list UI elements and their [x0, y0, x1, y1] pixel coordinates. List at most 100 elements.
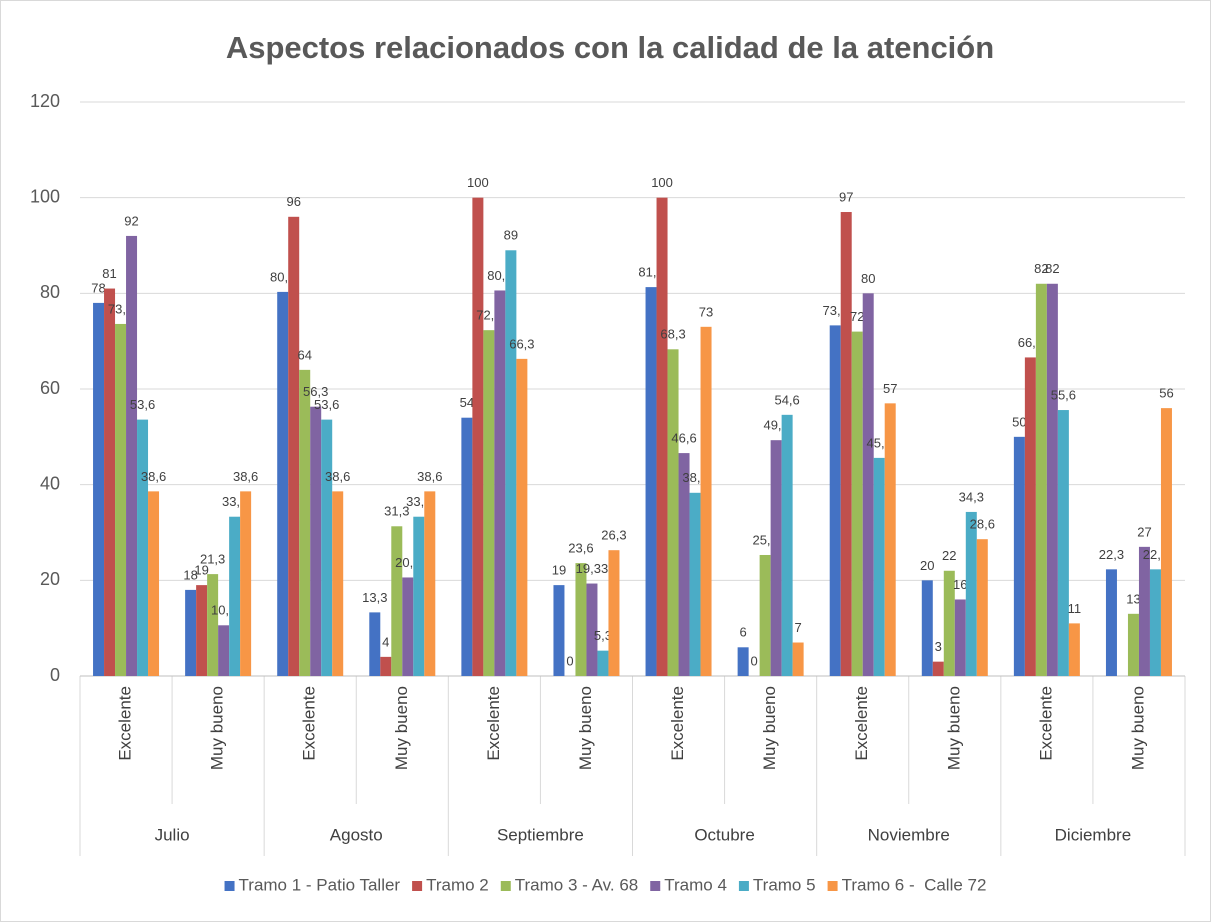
bar: [369, 612, 381, 676]
bar: [851, 331, 863, 676]
bar: [770, 440, 782, 676]
bar: [126, 235, 138, 676]
bar: [954, 599, 966, 676]
bar: [229, 516, 241, 676]
value-label: 34,3: [959, 489, 984, 504]
value-label: 23,6: [568, 541, 593, 556]
x-tick-label: Muy bueno: [944, 686, 963, 770]
bar: [185, 589, 197, 676]
legend-label: Tramo 2: [426, 875, 489, 894]
y-tick-label: 120: [30, 91, 60, 111]
value-label: 38,6: [417, 469, 442, 484]
value-label: 54,6: [774, 392, 799, 407]
group-label: Octubre: [694, 825, 754, 844]
bar: [1013, 436, 1025, 676]
bar: [461, 417, 473, 676]
bar: [965, 511, 977, 676]
bar: [656, 197, 668, 676]
value-label: 31,3: [384, 504, 409, 519]
legend-swatch: [412, 881, 423, 891]
group-label: Noviembre: [868, 825, 950, 844]
bar: [516, 358, 528, 676]
value-label: 5,3: [594, 628, 612, 643]
bar: [575, 563, 587, 676]
value-label: 6: [740, 625, 747, 640]
value-label: 16: [953, 577, 967, 592]
value-label: 81: [102, 266, 116, 281]
legend-swatch: [224, 881, 235, 891]
y-tick-label: 20: [40, 569, 60, 589]
bar: [586, 583, 598, 676]
bar: [1127, 613, 1139, 676]
value-label: 72: [850, 309, 864, 324]
value-label: 97: [839, 189, 853, 204]
value-label: 26,3: [601, 528, 626, 543]
bar: [840, 212, 852, 676]
value-label: 21,3: [200, 552, 225, 567]
bar: [829, 325, 841, 676]
legend-label: Tramo 1 - Patio Taller: [239, 875, 401, 894]
bar: [310, 406, 322, 676]
legend-label: Tramo 3 - Av. 68: [515, 875, 638, 894]
value-label: 68,3: [660, 327, 685, 342]
bar: [218, 625, 230, 676]
value-label: 19: [552, 563, 566, 578]
value-label: 0: [751, 653, 758, 668]
value-label: 22,3: [1099, 547, 1124, 562]
bar: [104, 288, 116, 676]
legend-swatch: [827, 881, 838, 891]
bar: [402, 577, 414, 676]
bar: [472, 197, 484, 676]
value-label: 38,6: [233, 469, 258, 484]
group-label: Diciembre: [1055, 825, 1132, 844]
legend-label: Tramo 5: [753, 875, 816, 894]
x-tick-label: Muy bueno: [208, 686, 227, 770]
x-tick-label: Excelente: [668, 686, 687, 761]
bar: [1138, 546, 1150, 676]
value-label: 0: [566, 653, 573, 668]
value-label: 3: [935, 639, 942, 654]
value-label: 28,6: [970, 517, 995, 532]
bar: [115, 323, 127, 676]
bar: [1105, 569, 1117, 676]
bar: [873, 457, 885, 676]
bar: [413, 516, 425, 676]
value-label: 82: [1045, 261, 1059, 276]
bar: [494, 290, 506, 676]
value-label: 100: [467, 175, 489, 190]
bar: [689, 492, 701, 676]
bar: [196, 585, 208, 676]
bar: [921, 580, 933, 676]
bar: [1057, 410, 1069, 676]
value-label: 66,3: [509, 336, 534, 351]
value-label: 19: [194, 563, 208, 578]
bar: [737, 647, 749, 676]
value-label: 11: [1068, 601, 1082, 616]
bar: [148, 491, 160, 676]
bar: [1068, 623, 1080, 676]
value-label: 53,6: [130, 397, 155, 412]
value-label: 92: [124, 213, 138, 228]
bar: [321, 419, 333, 676]
value-label: 64: [297, 347, 311, 362]
x-tick-label: Muy bueno: [576, 686, 595, 770]
value-label: 82: [1034, 261, 1048, 276]
bar: [332, 491, 344, 676]
value-label: 89: [504, 228, 518, 243]
bar: [608, 550, 620, 676]
value-label: 56,3: [303, 384, 328, 399]
bar: [1046, 283, 1058, 676]
value-label: 20: [920, 558, 934, 573]
bar: [781, 414, 793, 676]
value-label: 22: [942, 548, 956, 563]
bar: [553, 585, 565, 676]
value-label: 19,33: [576, 561, 609, 576]
value-label: 7: [795, 620, 802, 635]
bar: [424, 491, 436, 676]
bar: [1035, 283, 1047, 676]
bar: [932, 661, 944, 676]
legend-label: Tramo 4: [664, 875, 727, 894]
legend-swatch: [738, 881, 749, 891]
x-tick-label: Muy bueno: [392, 686, 411, 770]
